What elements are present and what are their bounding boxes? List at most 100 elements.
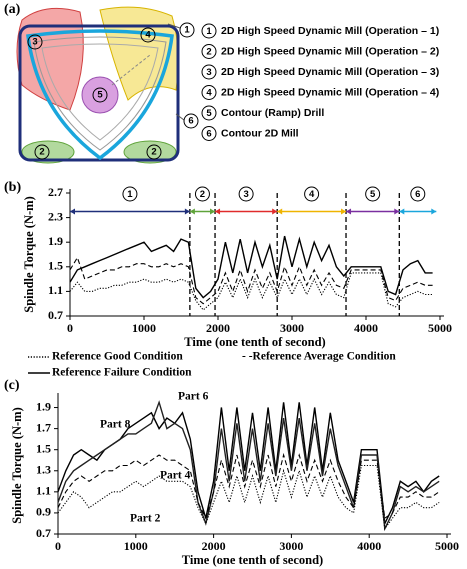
y-tick-label: 1.9 [48, 234, 63, 248]
number-circle [365, 186, 381, 202]
arrow-head [189, 208, 195, 215]
y-tick-label: 1.1 [48, 283, 63, 297]
number: 6 [206, 129, 211, 140]
number-circle [201, 105, 217, 121]
marker-circle [34, 144, 50, 160]
x-tick-label: 4000 [357, 539, 381, 553]
operation-label: Contour 2D Mill [221, 127, 299, 139]
x-axis-title: Time (one tenth of second) [182, 553, 323, 567]
series-line [69, 272, 433, 311]
number: 4 [309, 189, 315, 200]
legend-label: Reference Good Condition [52, 351, 183, 363]
series-annotation: Part 6 [178, 391, 209, 403]
marker-number: 2 [39, 147, 44, 158]
marker-number: 5 [97, 90, 103, 101]
legend-label: - -Reference Average Condition [242, 351, 396, 363]
x-tick-label: 5000 [428, 321, 452, 335]
x-tick-label: 5000 [435, 539, 459, 553]
series-line [57, 464, 440, 531]
number: 1 [206, 26, 212, 37]
part-outline [41, 43, 159, 141]
number: 3 [206, 67, 211, 78]
operation-label: 2D High Speed Dynamic Mill (Operation – … [221, 86, 439, 98]
series-line [69, 256, 433, 305]
marker-circle [140, 27, 156, 43]
op6-boundary [26, 29, 174, 161]
arrow-head [210, 208, 216, 215]
number: 2 [200, 189, 205, 200]
y-tick-label: 0.7 [36, 526, 51, 540]
x-tick-label: 3000 [279, 539, 303, 553]
series-annotation: Part 4 [160, 470, 191, 482]
number: 2 [206, 47, 211, 58]
operation-label: Contour (Ramp) Drill [221, 107, 324, 119]
y-tick-label: 1.9 [36, 399, 51, 413]
y-tick-label: 2.3 [48, 209, 63, 223]
panel-label: (b) [4, 180, 21, 195]
marker-circle [27, 34, 43, 50]
panel-label: (a) [4, 2, 21, 17]
marker-number: 6 [188, 116, 193, 127]
series-line [57, 400, 440, 532]
series-annotation: Part 2 [130, 513, 161, 525]
arrow-head [431, 208, 437, 215]
number-circle [201, 126, 217, 141]
marker-number: 4 [145, 30, 151, 41]
panel-label: (c) [4, 378, 20, 393]
y-axis-title: Spindle Torque (N-m) [10, 407, 24, 523]
marker-circle [179, 22, 195, 38]
arrow-head [184, 208, 190, 215]
y-tick-label: 1.5 [48, 259, 63, 273]
number: 5 [206, 108, 212, 119]
number-circle [201, 85, 217, 100]
number-circle [122, 186, 138, 202]
number: 6 [415, 189, 420, 200]
arrow-head [341, 208, 347, 215]
x-tick-label: 3000 [280, 321, 304, 335]
y-tick-label: 0.9 [36, 505, 51, 519]
arrow-head [272, 208, 278, 215]
number-circle [304, 186, 320, 202]
number-circle [238, 186, 254, 202]
operation-label: 2D High Speed Dynamic Mill (Operation – … [221, 25, 439, 37]
x-tick-label: 1000 [124, 539, 148, 553]
number: 3 [243, 189, 248, 200]
arrow-head [394, 208, 400, 215]
number-circle [194, 186, 210, 202]
op2-region [21, 140, 75, 164]
arrow-head [70, 208, 75, 215]
y-axis-title: Spindle Torque (N-m) [22, 196, 36, 312]
x-tick-label: 0 [55, 539, 61, 553]
leader [167, 23, 181, 29]
number-circle [201, 44, 217, 59]
arrow-head [215, 208, 221, 215]
part-diagram: 3 4 1 5 6 2 2 [16, 6, 199, 164]
y-tick-label: 1.7 [36, 420, 51, 434]
marker-number: 3 [32, 37, 37, 48]
x-tick-label: 2000 [202, 539, 226, 553]
op3-region [16, 7, 84, 111]
arrow-head [346, 208, 352, 215]
number: 4 [206, 88, 212, 99]
legend-label: Reference Failure Condition [52, 367, 192, 379]
y-tick-label: 2.7 [48, 185, 63, 199]
x-tick-label: 1000 [132, 321, 156, 335]
number-circle [201, 64, 217, 80]
y-tick-label: 1.5 [36, 441, 51, 455]
series-annotation: Part 8 [100, 419, 131, 431]
part-outline [33, 36, 167, 151]
marker-number: 2 [151, 147, 156, 158]
x-tick-label: 0 [67, 321, 73, 335]
y-tick-label: 1.3 [36, 463, 51, 477]
series-line [69, 235, 433, 299]
arrow-head [277, 208, 283, 215]
x-tick-label: 2000 [206, 321, 230, 335]
x-axis-title: Time (one tenth of second) [184, 335, 325, 349]
diagram-markers [27, 22, 199, 160]
marker-circle [146, 144, 162, 160]
marker-circle [92, 87, 108, 103]
number: 5 [370, 189, 376, 200]
marker-number: 1 [184, 25, 190, 36]
operation-label: 2D High Speed Dynamic Mill (Operation – … [221, 45, 439, 57]
